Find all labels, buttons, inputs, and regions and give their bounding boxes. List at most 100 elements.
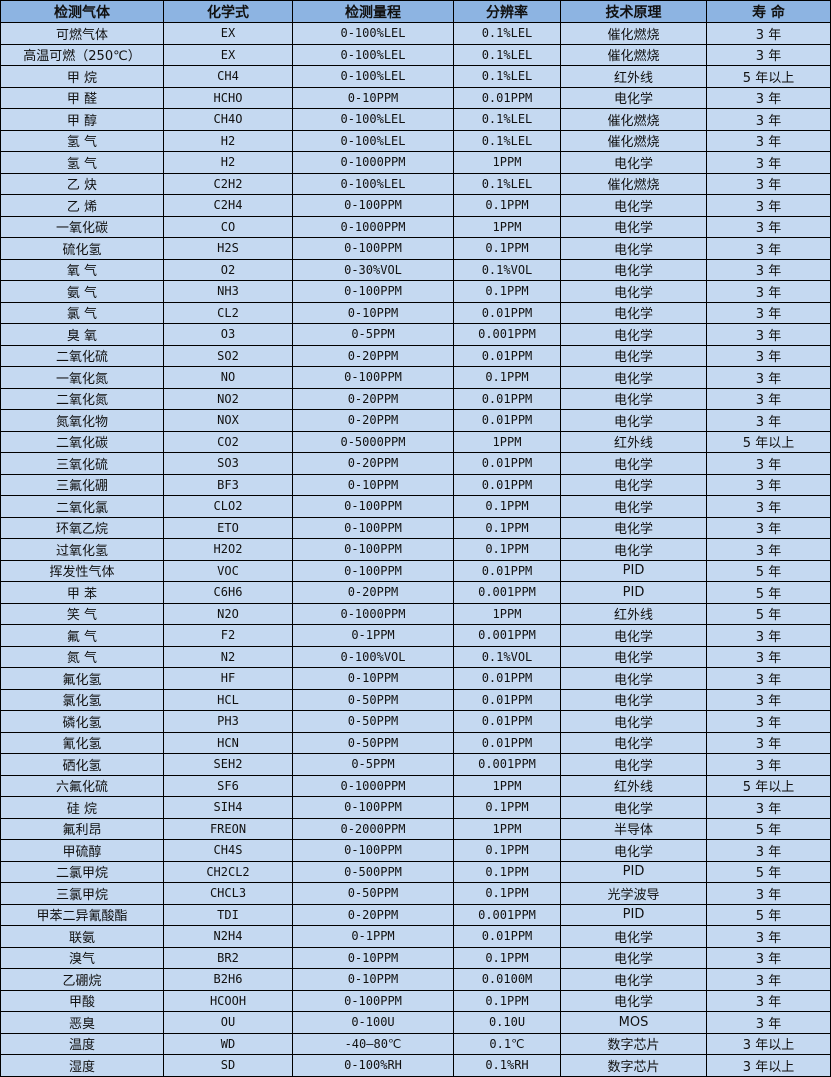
resolution-cell: 0.1PPM	[453, 237, 561, 260]
lifespan-cell: 3 年以上	[706, 1054, 831, 1077]
header-resolution: 分辨率	[453, 0, 561, 23]
range-cell: 0-100PPM	[292, 538, 454, 561]
range-cell: 0-5PPM	[292, 323, 454, 346]
header-principle: 技术原理	[560, 0, 707, 23]
range-cell: 0-5000PPM	[292, 430, 454, 453]
resolution-cell: 0.01PPM	[453, 667, 561, 690]
principle-cell: PID	[560, 559, 707, 582]
resolution-cell: 0.01PPM	[453, 452, 561, 475]
table-row: 氰化氢 HCN 0-50PPM 0.01PPM 电化学 3 年	[0, 731, 831, 754]
principle-cell: 电化学	[560, 86, 707, 109]
gas-cell: 环氧乙烷	[0, 516, 164, 539]
range-cell: 0-1000PPM	[292, 602, 454, 625]
gas-cell: 氮氧化物	[0, 409, 164, 432]
formula-cell: H2	[163, 129, 293, 152]
lifespan-cell: 3 年	[706, 925, 831, 948]
formula-cell: EX	[163, 22, 293, 45]
gas-cell: 臭 氧	[0, 323, 164, 346]
lifespan-cell: 3 年	[706, 172, 831, 195]
principle-cell: 电化学	[560, 710, 707, 733]
range-cell: 0-100%LEL	[292, 43, 454, 66]
lifespan-cell: 3 年	[706, 946, 831, 969]
lifespan-cell: 3 年	[706, 538, 831, 561]
range-cell: 0-50PPM	[292, 731, 454, 754]
formula-cell: HCOOH	[163, 989, 293, 1012]
formula-cell: CH4	[163, 65, 293, 88]
principle-cell: 电化学	[560, 624, 707, 647]
gas-cell: 硅 烷	[0, 796, 164, 819]
formula-cell: WD	[163, 1032, 293, 1055]
header-formula: 化学式	[163, 0, 293, 23]
resolution-cell: 0.01PPM	[453, 559, 561, 582]
formula-cell: CH2CL2	[163, 860, 293, 883]
principle-cell: 电化学	[560, 473, 707, 496]
gas-cell: 恶臭	[0, 1011, 164, 1034]
lifespan-cell: 3 年	[706, 237, 831, 260]
formula-cell: SO2	[163, 344, 293, 367]
range-cell: 0-10PPM	[292, 667, 454, 690]
resolution-cell: 0.1%LEL	[453, 108, 561, 131]
header-range: 检测量程	[292, 0, 454, 23]
range-cell: 0-100PPM	[292, 495, 454, 518]
table-row: 甲 烷 CH4 0-100%LEL 0.1%LEL 红外线 5 年以上	[0, 65, 831, 88]
gas-cell: 氟化氢	[0, 667, 164, 690]
gas-cell: 硫化氢	[0, 237, 164, 260]
formula-cell: CL2	[163, 301, 293, 324]
formula-cell: O2	[163, 258, 293, 281]
formula-cell: PH3	[163, 710, 293, 733]
lifespan-cell: 5 年	[706, 903, 831, 926]
table-row: 氟 气 F2 0-1PPM 0.001PPM 电化学 3 年	[0, 624, 831, 647]
principle-cell: 红外线	[560, 65, 707, 88]
resolution-cell: 0.1PPM	[453, 495, 561, 518]
range-cell: 0-2000PPM	[292, 817, 454, 840]
resolution-cell: 0.1PPM	[453, 796, 561, 819]
formula-cell: CH4S	[163, 839, 293, 862]
table-row: 溴气 BR2 0-10PPM 0.1PPM 电化学 3 年	[0, 946, 831, 969]
resolution-cell: 0.1PPM	[453, 989, 561, 1012]
gas-cell: 硒化氢	[0, 753, 164, 776]
formula-cell: TDI	[163, 903, 293, 926]
gas-cell: 溴气	[0, 946, 164, 969]
formula-cell: C2H2	[163, 172, 293, 195]
table-row: 三氟化硼 BF3 0-10PPM 0.01PPM 电化学 3 年	[0, 473, 831, 496]
resolution-cell: 0.001PPM	[453, 624, 561, 647]
range-cell: -40—80℃	[292, 1032, 454, 1055]
formula-cell: OU	[163, 1011, 293, 1034]
table-row: 三氧化硫 SO3 0-20PPM 0.01PPM 电化学 3 年	[0, 452, 831, 475]
range-cell: 0-30%VOL	[292, 258, 454, 281]
formula-cell: H2S	[163, 237, 293, 260]
table-row: 六氟化硫 SF6 0-1000PPM 1PPM 红外线 5 年以上	[0, 774, 831, 797]
table-row: 氟利昂 FREON 0-2000PPM 1PPM 半导体 5 年	[0, 817, 831, 840]
gas-cell: 氢 气	[0, 151, 164, 174]
range-cell: 0-100U	[292, 1011, 454, 1034]
lifespan-cell: 3 年	[706, 409, 831, 432]
principle-cell: 电化学	[560, 301, 707, 324]
lifespan-cell: 3 年	[706, 968, 831, 991]
range-cell: 0-20PPM	[292, 452, 454, 475]
lifespan-cell: 3 年	[706, 710, 831, 733]
resolution-cell: 1PPM	[453, 215, 561, 238]
resolution-cell: 1PPM	[453, 774, 561, 797]
table-row: 氨 气 NH3 0-100PPM 0.1PPM 电化学 3 年	[0, 280, 831, 303]
formula-cell: C2H4	[163, 194, 293, 217]
resolution-cell: 0.01PPM	[453, 409, 561, 432]
resolution-cell: 0.1PPM	[453, 516, 561, 539]
range-cell: 0-50PPM	[292, 710, 454, 733]
table-row: 氢 气 H2 0-1000PPM 1PPM 电化学 3 年	[0, 151, 831, 174]
resolution-cell: 0.01PPM	[453, 710, 561, 733]
resolution-cell: 0.01PPM	[453, 688, 561, 711]
principle-cell: 电化学	[560, 409, 707, 432]
lifespan-cell: 3 年	[706, 839, 831, 862]
principle-cell: 催化燃烧	[560, 22, 707, 45]
table-row: 笑 气 N2O 0-1000PPM 1PPM 红外线 5 年	[0, 602, 831, 625]
gas-cell: 二氧化碳	[0, 430, 164, 453]
range-cell: 0-1000PPM	[292, 151, 454, 174]
principle-cell: 电化学	[560, 839, 707, 862]
gas-cell: 氟利昂	[0, 817, 164, 840]
lifespan-cell: 3 年	[706, 1011, 831, 1034]
principle-cell: 电化学	[560, 215, 707, 238]
resolution-cell: 0.1%LEL	[453, 22, 561, 45]
formula-cell: N2O	[163, 602, 293, 625]
lifespan-cell: 5 年	[706, 602, 831, 625]
resolution-cell: 0.001PPM	[453, 903, 561, 926]
